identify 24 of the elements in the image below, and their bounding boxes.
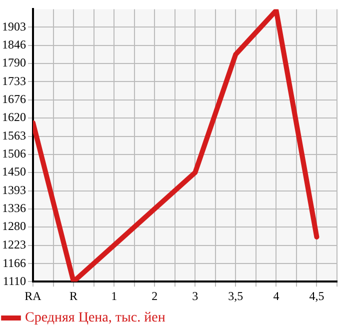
x-tick-label: 4	[273, 288, 280, 303]
y-tick-label: 1903	[2, 19, 26, 34]
y-tick-label: 1223	[2, 238, 26, 252]
y-tick-label: 1280	[2, 219, 26, 234]
y-tick-label: 1450	[2, 164, 26, 179]
legend-label: Средняя Цена, тыс. йен	[25, 310, 166, 326]
y-tick-label: 1676	[2, 92, 26, 106]
y-tick-label: 1790	[2, 56, 26, 70]
y-tick-label: 1506	[2, 146, 26, 161]
x-tick-label: RA	[24, 288, 42, 303]
y-tick-label: 1110	[2, 274, 26, 288]
x-tick-label: 4,5	[309, 288, 324, 303]
x-tick-label: 2	[152, 288, 158, 303]
x-tick-label: 3	[192, 288, 198, 303]
y-tick-label: 1846	[2, 38, 26, 52]
y-tick-label: 1733	[2, 74, 26, 88]
y-tick-label: 1620	[2, 110, 26, 124]
y-tick-label: 1393	[2, 182, 26, 197]
x-tick-label: R	[70, 288, 78, 303]
x-tick-label: 3,5	[228, 288, 244, 303]
y-tick-label: 1336	[2, 201, 26, 216]
y-tick-label: 1563	[2, 128, 26, 142]
x-tick-label: 1	[111, 288, 118, 303]
y-tick-label: 1166	[2, 256, 26, 270]
